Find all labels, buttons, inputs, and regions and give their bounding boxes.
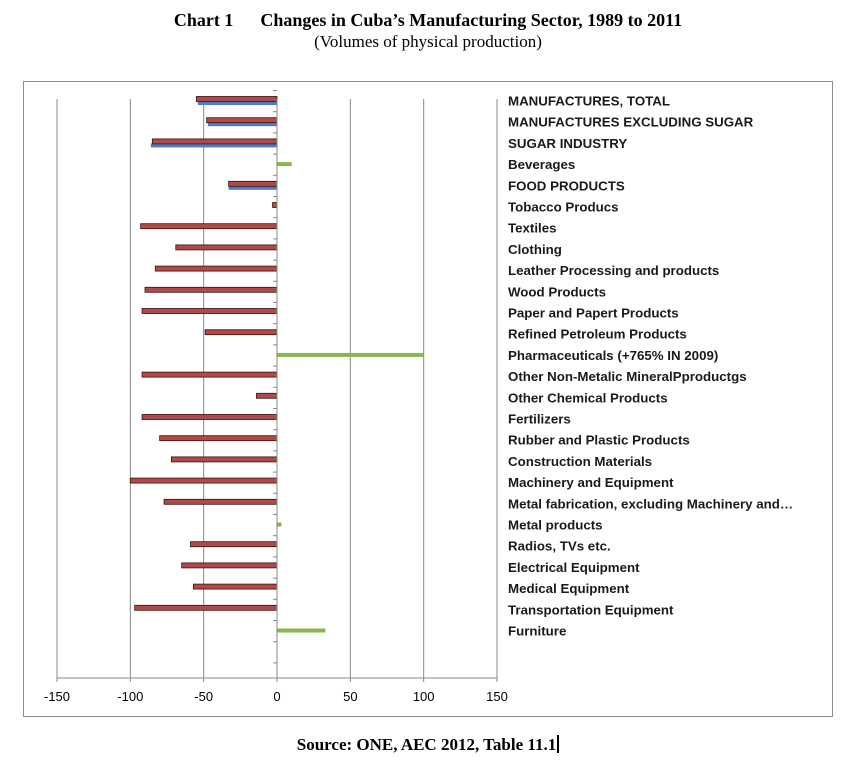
chart-title: Chart 1 Changes in Cuba’s Manufacturing … — [173, 10, 683, 30]
category-label-23: Medical Equipment — [508, 581, 630, 596]
category-label-15: Fertilizers — [508, 412, 571, 427]
bar-9 — [144, 286, 278, 293]
category-label-13: Other Non-Metalic MineralPproductgs — [508, 369, 747, 384]
x-tick-label-3: 0 — [273, 689, 280, 704]
bar-5 — [272, 202, 278, 208]
bar-secondary-1 — [208, 122, 277, 127]
bar-chart: -150 -100 -50 0 50 100 150 MANUFACTURES, TOTAL M… — [44, 90, 793, 704]
category-label-1: MANUFACTURES EXCLUDING SUGAR — [508, 115, 754, 130]
x-tick-label-4: 50 — [343, 689, 357, 704]
bar-13 — [141, 371, 278, 378]
category-label-25: Furniture — [508, 624, 566, 639]
source-note: Source: ONE, AEC 2012, Table 11.1 — [0, 735, 856, 755]
bar-12 — [277, 352, 424, 357]
chart-frame: -150 -100 -50 0 50 100 150 MANUFACTURES, TOTAL M… — [23, 81, 833, 717]
bar-17 — [170, 456, 278, 463]
category-label-19: Metal fabrication, excluding Machinery a… — [508, 496, 793, 511]
chart-subtitle: (Volumes of physical production) — [314, 32, 542, 51]
bar-1 — [206, 117, 278, 124]
bar-secondary-0 — [197, 101, 277, 105]
bar-7 — [175, 244, 278, 251]
category-label-3: Beverages — [508, 157, 575, 172]
category-label-7: Clothing — [508, 242, 562, 257]
bar-secondary-2 — [150, 143, 277, 148]
bar-25 — [277, 628, 326, 633]
bar-22 — [181, 562, 278, 569]
category-label-24: Transportation Equipment — [508, 602, 674, 617]
category-label-12: Pharmaceuticals (+765% IN 2009) — [508, 348, 718, 363]
chart-title-block: Chart 1 Changes in Cuba’s Manufacturing … — [0, 9, 856, 52]
bar-21 — [190, 541, 278, 548]
category-label-22: Electrical Equipment — [508, 560, 640, 575]
bar-19 — [163, 498, 278, 505]
bar-4 — [228, 180, 278, 187]
bar-3 — [277, 162, 292, 167]
category-label-0: MANUFACTURES, TOTAL — [508, 94, 670, 109]
category-label-11: Refined Petroleum Products — [508, 327, 687, 342]
x-tick-label-2: -50 — [194, 689, 213, 704]
category-label-10: Paper and Papert Products — [508, 306, 679, 321]
x-tick-label-5: 100 — [413, 689, 435, 704]
category-label-14: Other Chemical Products — [508, 390, 668, 405]
bar-secondary-4 — [228, 185, 277, 190]
bar-23 — [192, 583, 278, 590]
source-text: Source: ONE, AEC 2012, Table 11.1 — [296, 735, 557, 754]
bar-0 — [195, 96, 278, 102]
x-tick-label-1: -100 — [117, 689, 143, 704]
category-label-4: FOOD PRODUCTS — [508, 178, 625, 193]
bar-20 — [277, 522, 282, 527]
category-label-8: Leather Processing and products — [508, 263, 719, 278]
bar-24 — [134, 604, 278, 611]
bar-2 — [151, 138, 278, 145]
bar-18 — [129, 477, 278, 484]
x-tick-label-6: 150 — [486, 689, 508, 704]
category-label-20: Metal products — [508, 518, 603, 533]
bar-6 — [140, 223, 278, 230]
bar-14 — [256, 392, 278, 399]
category-label-5: Tobacco Producs — [508, 200, 619, 215]
bar-8 — [154, 265, 278, 272]
text-cursor — [557, 735, 560, 753]
bar-15 — [141, 414, 278, 420]
category-label-2: SUGAR INDUSTRY — [508, 136, 627, 151]
category-label-6: Textiles — [508, 221, 557, 236]
category-label-17: Construction Materials — [508, 454, 652, 469]
bar-16 — [159, 435, 278, 442]
category-label-18: Machinery and Equipment — [508, 475, 674, 490]
bar-11 — [204, 329, 278, 336]
category-label-9: Wood Products — [508, 284, 606, 299]
bar-10 — [141, 308, 278, 314]
category-label-16: Rubber and Plastic Products — [508, 433, 690, 448]
category-label-21: Radios, TVs etc. — [508, 539, 611, 554]
x-tick-label-0: -150 — [44, 689, 70, 704]
